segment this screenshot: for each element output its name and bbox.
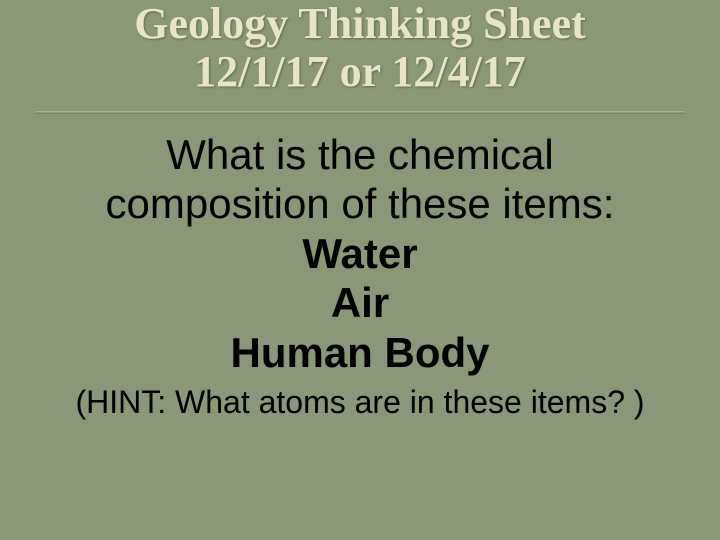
title-line-2: 12/1/17 or 12/4/17 [0, 48, 720, 96]
item-human-body: Human Body [0, 328, 720, 378]
item-water: Water [0, 229, 720, 279]
content-section: What is the chemical composition of thes… [0, 130, 720, 422]
question-line-1: What is the chemical [0, 130, 720, 180]
item-air: Air [0, 278, 720, 328]
title-divider [35, 111, 685, 114]
title-line-1: Geology Thinking Sheet [0, 0, 720, 48]
title-section: Geology Thinking Sheet 12/1/17 or 12/4/1… [0, 0, 720, 105]
question-line-2: composition of these items: [0, 179, 720, 229]
hint-text: (HINT: What atoms are in these items? ) [0, 382, 720, 422]
